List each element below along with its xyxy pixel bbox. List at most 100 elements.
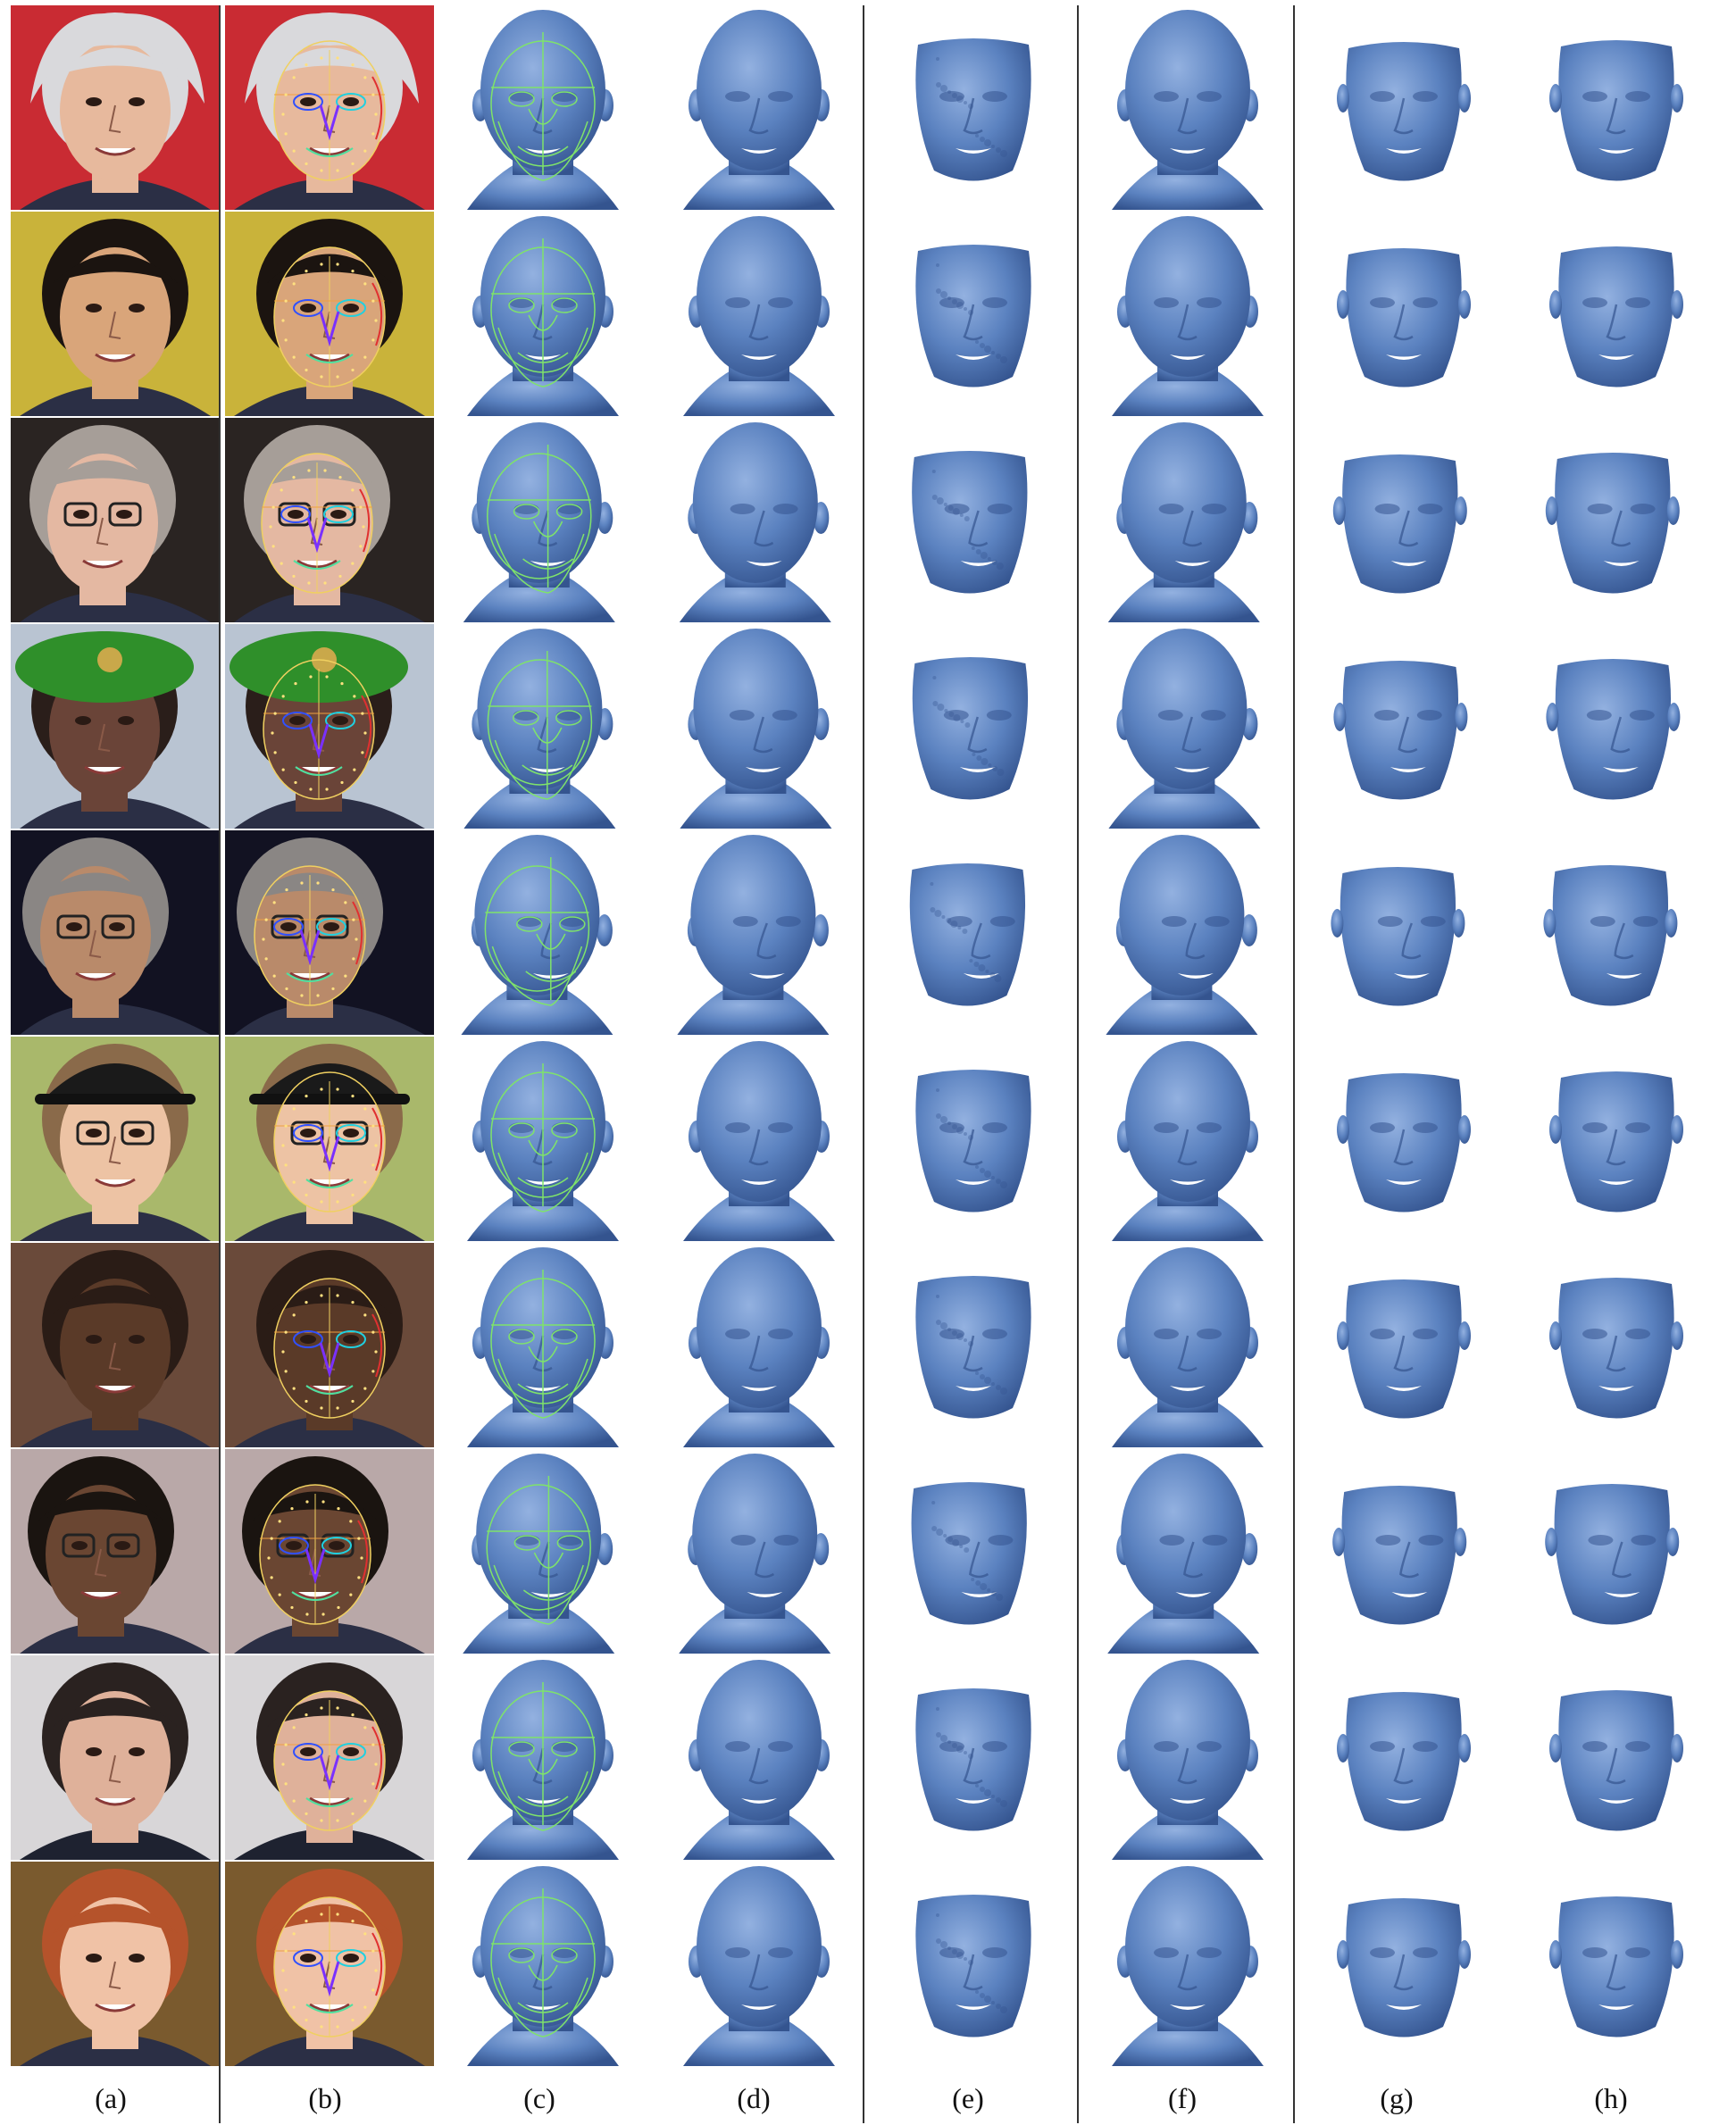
face-mesh-c xyxy=(439,5,647,210)
photo-graphic xyxy=(225,418,434,622)
mesh-graphic xyxy=(463,422,615,622)
mesh-graphic xyxy=(912,657,1029,800)
face-mesh-d xyxy=(655,5,863,210)
mesh-graphic xyxy=(683,1866,835,2066)
landmark-overlay-photo xyxy=(225,1449,434,1654)
mesh-graphic xyxy=(1108,629,1261,829)
mesh-graphic xyxy=(467,10,619,210)
face-mesh-c xyxy=(439,1655,647,1860)
face-mesh-e xyxy=(870,1862,1077,2066)
face-mesh-h xyxy=(1513,5,1720,210)
face-mesh-c xyxy=(439,1243,647,1447)
mesh-graphic xyxy=(911,1482,1027,1625)
mesh-graphic xyxy=(1549,1278,1683,1419)
face-mesh-f xyxy=(1084,1037,1291,1241)
face-mesh-h xyxy=(1513,830,1720,1035)
face-mesh-g xyxy=(1300,5,1507,210)
photo-graphic xyxy=(11,212,220,416)
face-mesh-h xyxy=(1513,624,1720,829)
face-mesh-e xyxy=(870,1243,1077,1447)
mesh-graphic xyxy=(1545,1484,1680,1625)
landmark-overlay-photo xyxy=(225,212,434,416)
photo-graphic xyxy=(11,1037,220,1241)
mesh-graphic xyxy=(683,1041,835,1241)
mesh-graphic xyxy=(1112,216,1264,416)
face-mesh-d xyxy=(655,624,863,829)
mesh-graphic xyxy=(1549,40,1683,181)
column-divider xyxy=(1077,5,1079,2123)
photo-graphic xyxy=(225,1862,434,2066)
photo-graphic xyxy=(11,1655,220,1860)
photo-graphic xyxy=(225,1449,434,1654)
mesh-graphic xyxy=(915,245,1031,388)
column-label-f: (f) xyxy=(1168,2082,1197,2114)
photo-graphic xyxy=(225,5,434,210)
face-mesh-e xyxy=(870,418,1077,622)
mesh-graphic xyxy=(915,1688,1031,1831)
mesh-graphic xyxy=(683,1247,835,1447)
face-mesh-f xyxy=(1084,1862,1291,2066)
mesh-graphic xyxy=(683,10,835,210)
photo-graphic xyxy=(225,1243,434,1447)
mesh-graphic xyxy=(915,1895,1031,2038)
photo-graphic xyxy=(11,1862,220,2066)
input-photo xyxy=(11,1862,220,2066)
mesh-graphic xyxy=(1337,1898,1471,2038)
mesh-graphic xyxy=(1107,1454,1260,1654)
column-label-c: (c) xyxy=(523,2082,555,2114)
face-mesh-g xyxy=(1300,1862,1507,2066)
face-mesh-f xyxy=(1084,830,1291,1035)
mesh-graphic xyxy=(1107,422,1260,622)
face-mesh-d xyxy=(655,418,863,622)
photo-graphic xyxy=(225,1037,434,1241)
face-mesh-f xyxy=(1084,212,1291,416)
face-mesh-c xyxy=(439,624,647,829)
mesh-graphic xyxy=(680,629,832,829)
mesh-graphic xyxy=(1337,1073,1471,1212)
face-mesh-h xyxy=(1513,1449,1720,1654)
mesh-graphic xyxy=(1332,1486,1467,1625)
face-mesh-h xyxy=(1513,1862,1720,2066)
mesh-graphic xyxy=(679,422,831,622)
column-label-h: (h) xyxy=(1594,2082,1628,2114)
photo-graphic xyxy=(11,5,220,210)
mesh-graphic xyxy=(1333,661,1468,800)
mesh-graphic xyxy=(463,629,616,829)
photo-graphic xyxy=(225,1655,434,1860)
photo-graphic xyxy=(11,1449,220,1654)
mesh-graphic xyxy=(1331,867,1465,1006)
landmark-overlay-photo xyxy=(225,1243,434,1447)
mesh-graphic xyxy=(909,863,1026,1006)
face-mesh-c xyxy=(439,1037,647,1241)
face-mesh-e xyxy=(870,624,1077,829)
input-photo xyxy=(11,212,220,416)
mesh-graphic xyxy=(1337,248,1471,388)
mesh-graphic xyxy=(467,1660,619,1860)
face-mesh-g xyxy=(1300,418,1507,622)
mesh-graphic xyxy=(1337,1692,1471,1831)
face-mesh-g xyxy=(1300,830,1507,1035)
photo-graphic xyxy=(225,212,434,416)
face-mesh-e xyxy=(870,212,1077,416)
face-mesh-e xyxy=(870,830,1077,1035)
mesh-graphic xyxy=(1332,454,1467,594)
mesh-graphic xyxy=(912,451,1028,594)
face-mesh-g xyxy=(1300,624,1507,829)
face-mesh-g xyxy=(1300,1449,1507,1654)
face-mesh-h xyxy=(1513,418,1720,622)
mesh-graphic xyxy=(1112,1866,1264,2066)
mesh-graphic xyxy=(1549,1071,1683,1212)
face-mesh-g xyxy=(1300,1037,1507,1241)
face-mesh-c xyxy=(439,212,647,416)
photo-graphic xyxy=(225,624,434,829)
mesh-graphic xyxy=(1546,659,1681,800)
face-mesh-h xyxy=(1513,212,1720,416)
mesh-graphic xyxy=(915,38,1031,181)
face-mesh-d xyxy=(655,1862,863,2066)
input-photo xyxy=(11,1449,220,1654)
face-mesh-f xyxy=(1084,624,1291,829)
face-mesh-f xyxy=(1084,5,1291,210)
mesh-graphic xyxy=(1112,1247,1264,1447)
face-mesh-e xyxy=(870,1655,1077,1860)
